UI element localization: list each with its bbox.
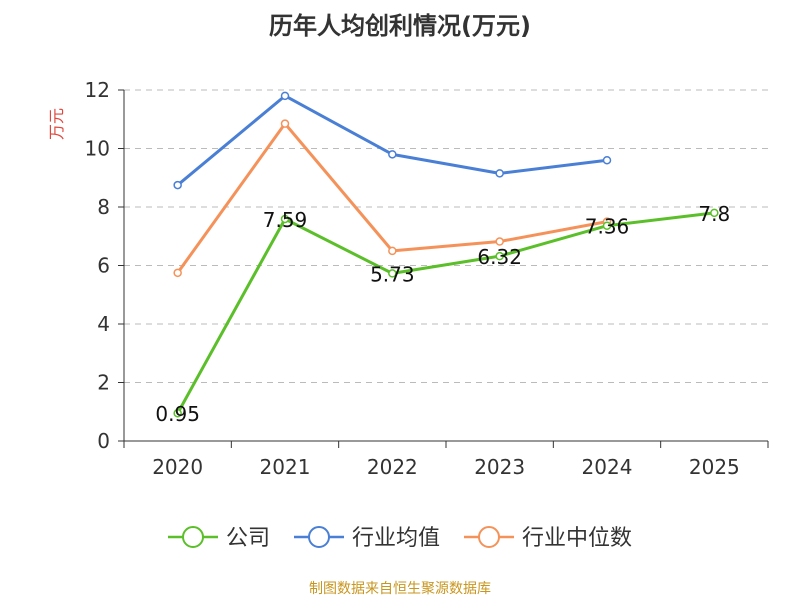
y-tick-label: 12 — [85, 78, 110, 102]
data-point — [173, 408, 182, 418]
data-label: 7.8 — [698, 202, 730, 226]
data-point — [280, 91, 290, 101]
data-label: 7.36 — [585, 215, 630, 239]
data-point — [495, 169, 504, 178]
data-point — [602, 155, 612, 165]
data-point — [710, 208, 719, 218]
legend-marker — [478, 526, 500, 548]
data-label: 6.32 — [477, 245, 522, 269]
axes: 万元 0 2 4 6 8 10 12 2020 2021 2022 2023 2024 2025 — [47, 78, 769, 479]
y-tick-label: 10 — [85, 137, 110, 161]
data-point — [173, 268, 182, 278]
data-point — [280, 119, 290, 128]
data-point — [280, 214, 290, 224]
legend-label: 行业均值 — [352, 526, 440, 551]
data-point — [388, 269, 397, 278]
x-tick-label: 2023 — [474, 455, 525, 479]
data-point — [388, 150, 397, 159]
legend-item[interactable]: 行业均值 — [294, 526, 440, 551]
x-tick-label: 2025 — [689, 455, 740, 479]
legend-label: 公司 — [226, 526, 270, 551]
data-point — [602, 221, 612, 230]
y-axis-title: 万元 — [47, 108, 66, 140]
x-tick-label: 2021 — [260, 455, 311, 479]
data-label: 0.95 — [155, 402, 200, 426]
legend-marker — [308, 526, 330, 548]
series-line — [176, 211, 715, 414]
legend-item[interactable]: 公司 — [168, 526, 270, 551]
x-tick-label: 2022 — [367, 455, 418, 479]
y-tick-label: 2 — [97, 371, 110, 395]
legend[interactable]: 公司 行业均值 行业中位数 — [168, 526, 632, 551]
y-tick-label: 8 — [97, 195, 110, 219]
source-note: 制图数据来自恒生聚源数据库 — [309, 581, 491, 597]
legend-marker — [182, 526, 204, 548]
data-point — [388, 246, 397, 256]
data-point — [173, 180, 182, 190]
y-tick-label: 0 — [97, 429, 110, 453]
legend-label: 行业中位数 — [522, 526, 632, 551]
legend-item[interactable]: 行业中位数 — [464, 526, 632, 551]
x-tick-label: 2024 — [582, 455, 633, 479]
series-line — [176, 94, 608, 187]
data-label: 5.73 — [370, 262, 415, 286]
data-label: 7.59 — [263, 208, 308, 232]
y-tick-label: 6 — [97, 254, 110, 278]
data-labels: 0.95 7.59 5.73 6.32 7.36 7.8 — [155, 202, 730, 426]
series — [173, 91, 719, 418]
data-point — [495, 251, 504, 261]
chart-title: 历年人均创利情况(万元) — [269, 12, 531, 40]
data-point — [495, 237, 504, 246]
x-tick-label: 2020 — [152, 455, 203, 479]
y-tick-label: 4 — [97, 312, 110, 336]
